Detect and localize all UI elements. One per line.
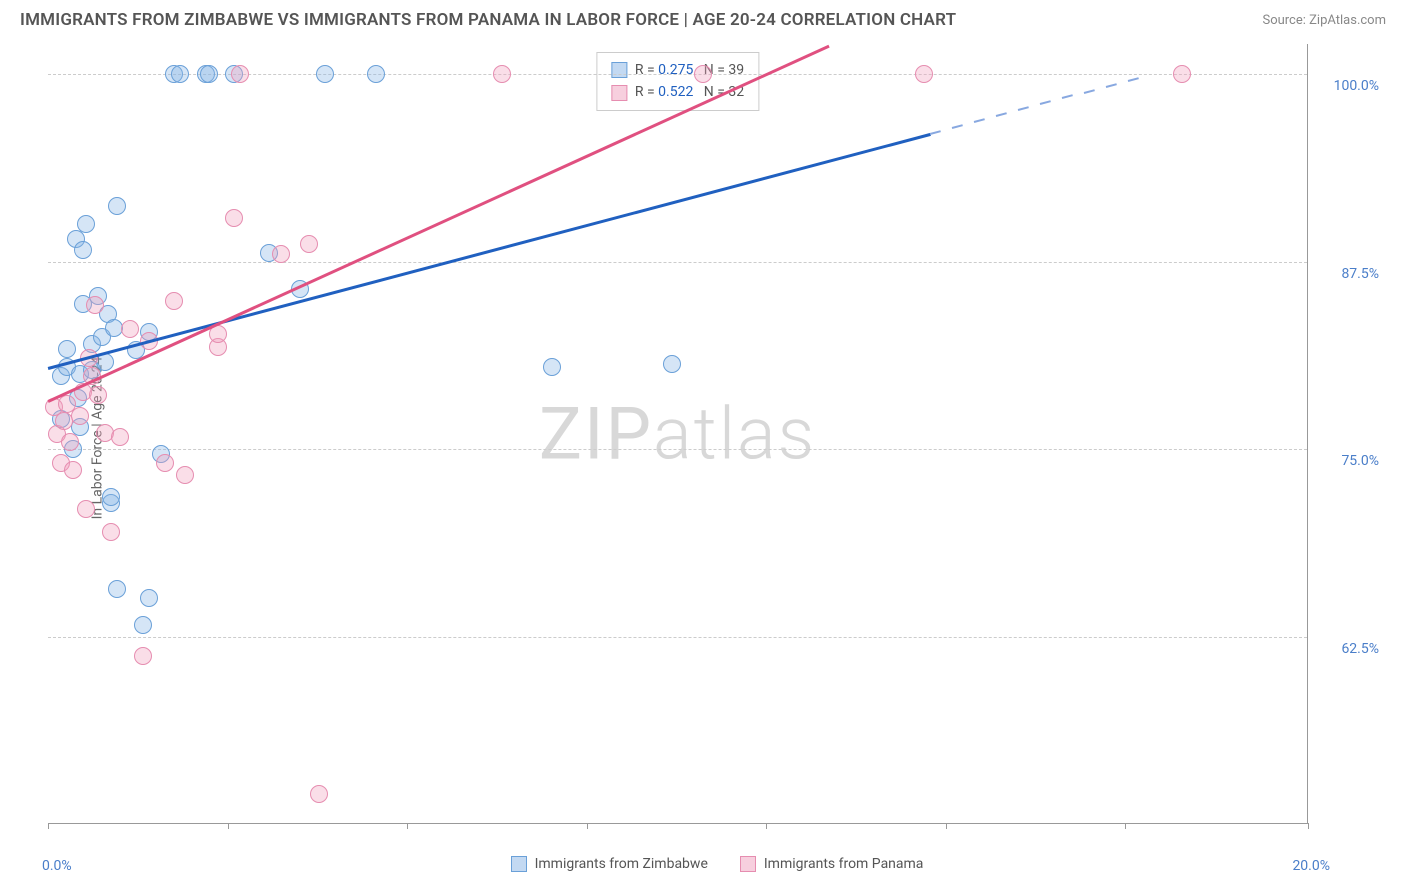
y-tick-label: 87.5% xyxy=(1315,266,1379,282)
legend-item: Immigrants from Panama xyxy=(740,856,924,872)
page-title: IMMIGRANTS FROM ZIMBABWE VS IMMIGRANTS F… xyxy=(20,10,956,30)
n-value: 39 xyxy=(728,62,744,78)
trend-line-dash xyxy=(952,124,964,129)
legend-label: Immigrants from Panama xyxy=(764,856,924,872)
trend-line-dash xyxy=(1128,77,1140,82)
data-point xyxy=(64,461,82,479)
data-point xyxy=(58,340,76,358)
data-point xyxy=(663,355,681,373)
data-point xyxy=(176,466,194,484)
plot-area: ZIPatlas R = 0.275 N = 39 R = 0.522 N = … xyxy=(48,44,1308,824)
data-point xyxy=(171,65,189,83)
x-tick xyxy=(587,823,588,829)
data-point xyxy=(300,235,318,253)
x-tick xyxy=(766,823,767,829)
trend-line-dash xyxy=(1018,106,1030,111)
data-point xyxy=(74,241,92,259)
data-point xyxy=(272,245,290,263)
data-point xyxy=(543,358,561,376)
data-point xyxy=(108,580,126,598)
data-point xyxy=(61,433,79,451)
trend-line xyxy=(47,44,829,402)
data-point xyxy=(102,523,120,541)
data-point xyxy=(493,65,511,83)
data-point xyxy=(89,386,107,404)
data-point xyxy=(134,616,152,634)
trend-line-dash xyxy=(1106,83,1118,88)
trend-line-dash xyxy=(1062,94,1074,99)
legend-label: Immigrants from Zimbabwe xyxy=(535,856,708,872)
x-tick xyxy=(1125,823,1126,829)
trend-line-dash xyxy=(1084,89,1096,94)
legend-stats: R = 0.275 N = 39 R = 0.522 N = 32 xyxy=(596,52,759,111)
data-point xyxy=(200,65,218,83)
x-tick xyxy=(1308,823,1309,829)
legend-swatch-panama xyxy=(740,856,756,872)
data-point xyxy=(165,292,183,310)
data-point xyxy=(77,215,95,233)
data-point xyxy=(231,65,249,83)
gridline xyxy=(48,637,1307,638)
data-point xyxy=(225,209,243,227)
data-point xyxy=(71,407,89,425)
r-value: 0.275 xyxy=(658,62,693,78)
r-value: 0.522 xyxy=(658,84,693,100)
data-point xyxy=(367,65,385,83)
data-point xyxy=(915,65,933,83)
data-point xyxy=(86,296,104,314)
x-tick xyxy=(946,823,947,829)
data-point xyxy=(694,65,712,83)
data-point xyxy=(134,647,152,665)
y-tick-label: 100.0% xyxy=(1315,78,1379,94)
y-tick-label: 62.5% xyxy=(1315,641,1379,657)
data-point xyxy=(1173,65,1191,83)
data-point xyxy=(121,320,139,338)
watermark-bold: ZIP xyxy=(539,391,653,476)
x-tick xyxy=(48,823,49,829)
legend-item: Immigrants from Zimbabwe xyxy=(511,856,708,872)
legend-swatch-panama xyxy=(611,85,627,101)
data-point xyxy=(77,500,95,518)
x-tick xyxy=(407,823,408,829)
trend-line xyxy=(48,133,931,369)
gridline xyxy=(48,262,1307,263)
trend-line-dash xyxy=(930,130,942,135)
data-point xyxy=(108,197,126,215)
legend-swatch-zimbabwe xyxy=(611,62,627,78)
gridline xyxy=(48,449,1307,450)
trend-line-dash xyxy=(1040,100,1052,105)
correlation-chart: In Labor Force | Age 20-24 ZIPatlas R = … xyxy=(48,44,1386,832)
legend-stats-row: R = 0.275 N = 39 xyxy=(611,59,744,81)
data-point xyxy=(111,428,129,446)
trend-line-dash xyxy=(996,112,1008,117)
data-point xyxy=(310,785,328,803)
y-tick-label: 75.0% xyxy=(1315,453,1379,469)
data-point xyxy=(156,454,174,472)
legend-swatch-zimbabwe xyxy=(511,856,527,872)
watermark-thin: atlas xyxy=(653,391,816,476)
stat-label: R = 0.275 N = 39 xyxy=(635,59,744,81)
data-point xyxy=(316,65,334,83)
watermark: ZIPatlas xyxy=(539,391,816,476)
source-attribution: Source: ZipAtlas.com xyxy=(1262,13,1386,28)
x-tick xyxy=(228,823,229,829)
data-point xyxy=(140,589,158,607)
data-point xyxy=(102,488,120,506)
trend-line-dash xyxy=(974,118,986,123)
legend-bottom: Immigrants from Zimbabwe Immigrants from… xyxy=(48,856,1386,872)
